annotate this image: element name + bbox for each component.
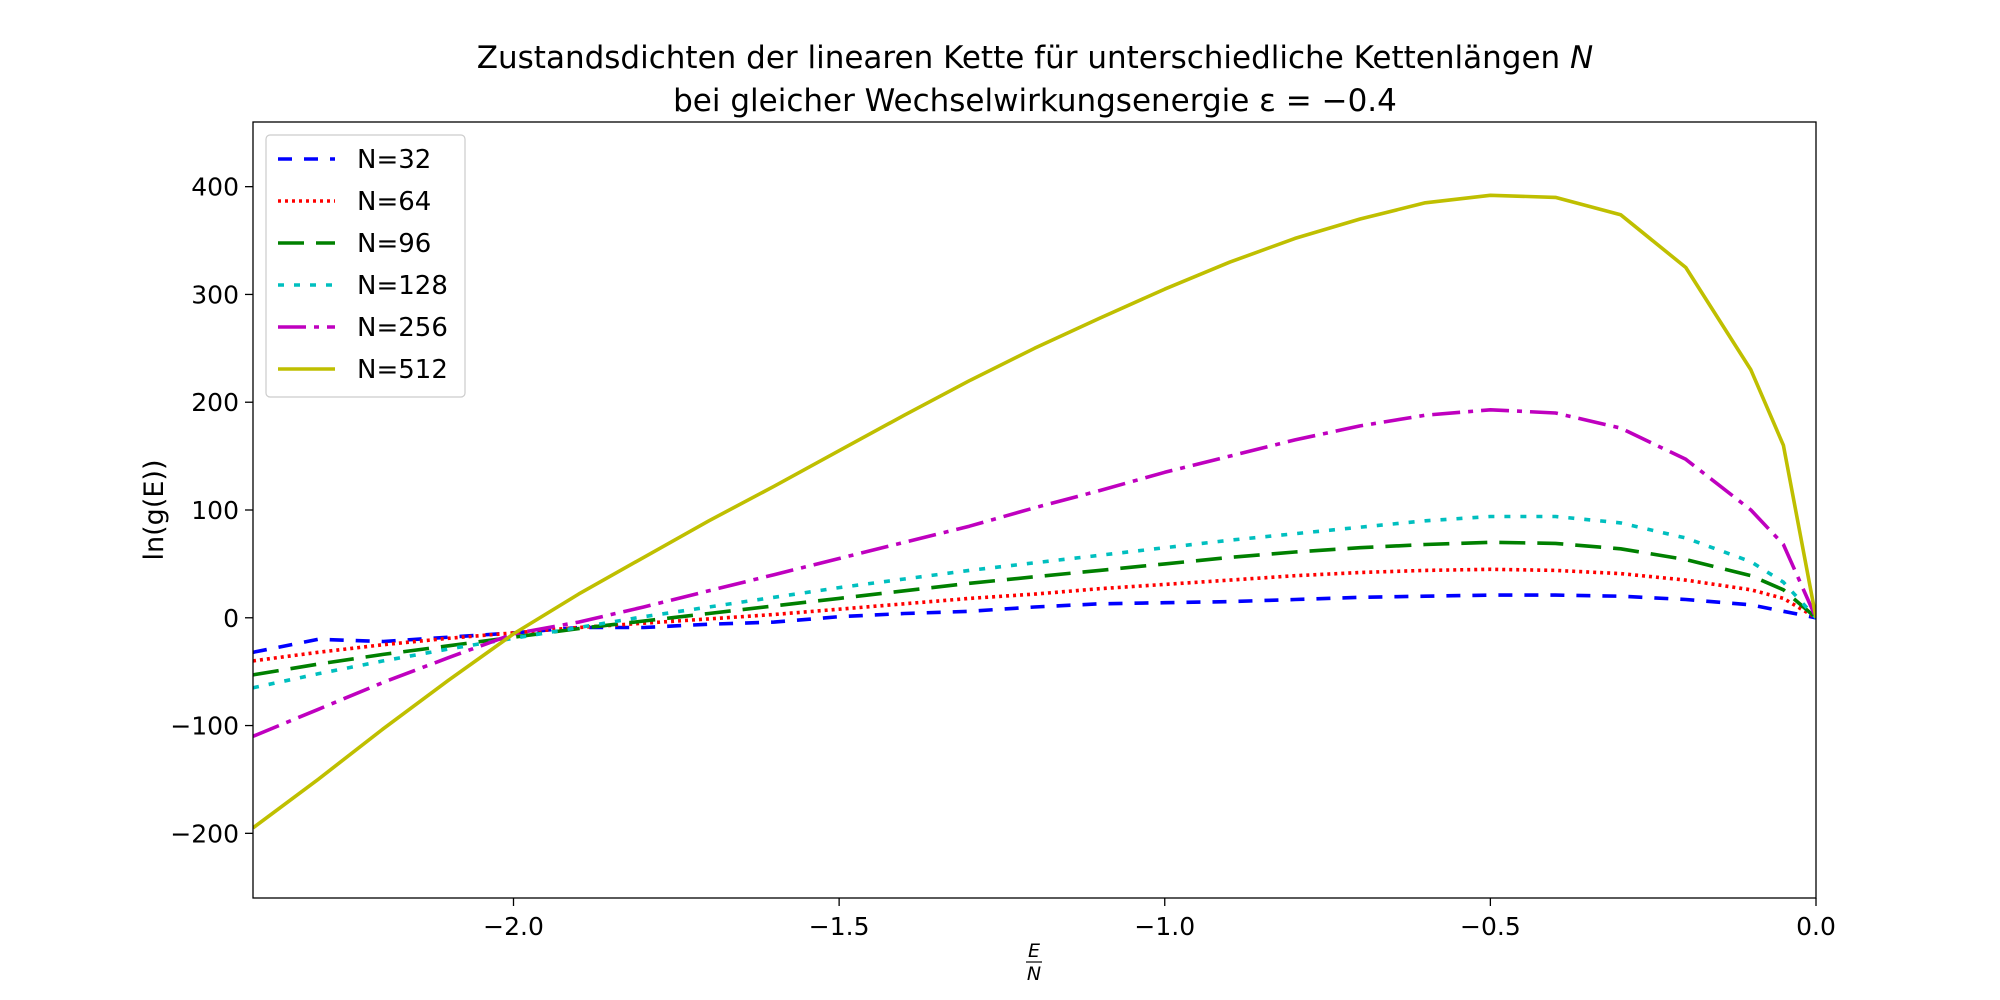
series-line-n-64 (253, 567, 1816, 663)
y-tick-label: 100 (191, 496, 239, 525)
chart-title: Zustandsdichten der linearen Kette für u… (477, 40, 1593, 76)
y-axis: −200 −100 0 100 200 300 400 (170, 173, 253, 848)
chart-subtitle: bei gleicher Wechselwirkungsenergie ε = … (673, 83, 1397, 119)
series-line-n-512 (253, 193, 1816, 830)
x-axis-label-denominator: N (1027, 963, 1041, 985)
y-tick-label: 0 (223, 604, 239, 633)
legend: N=32 N=64 N=96 N=128 N=256 N=512 (265, 134, 466, 398)
series-line-n-32 (253, 593, 1816, 655)
x-tick-label: −1.5 (809, 912, 870, 941)
x-axis: −2.0 −1.5 −1.0 −0.5 0.0 (483, 898, 1836, 941)
y-tick-label: 400 (191, 173, 239, 202)
legend-label: N=512 (357, 355, 448, 385)
y-tick-label: 300 (191, 280, 239, 309)
y-tick-label: 200 (191, 388, 239, 417)
x-tick-label: −1.0 (1134, 912, 1195, 941)
y-tick-label: −200 (170, 819, 239, 848)
legend-label: N=96 (357, 229, 431, 259)
legend-label: N=128 (357, 271, 448, 301)
plot-frame (252, 121, 1817, 899)
y-tick-label: −100 (170, 712, 239, 741)
legend-label: N=256 (357, 313, 448, 343)
x-axis-label-numerator: E (1028, 940, 1040, 962)
x-axis-label: E N (1026, 940, 1042, 985)
x-tick-label: −0.5 (1460, 912, 1521, 941)
series-line-n-256 (253, 407, 1816, 738)
series-layer (253, 193, 1816, 830)
x-tick-label: −2.0 (483, 912, 544, 941)
legend-label: N=32 (357, 145, 431, 175)
y-axis-label: ln(g(E)) (139, 460, 170, 561)
plot-area (253, 193, 1816, 830)
legend-label: N=64 (357, 187, 431, 217)
series-line-n-128 (253, 514, 1816, 690)
x-tick-label: 0.0 (1796, 912, 1836, 941)
